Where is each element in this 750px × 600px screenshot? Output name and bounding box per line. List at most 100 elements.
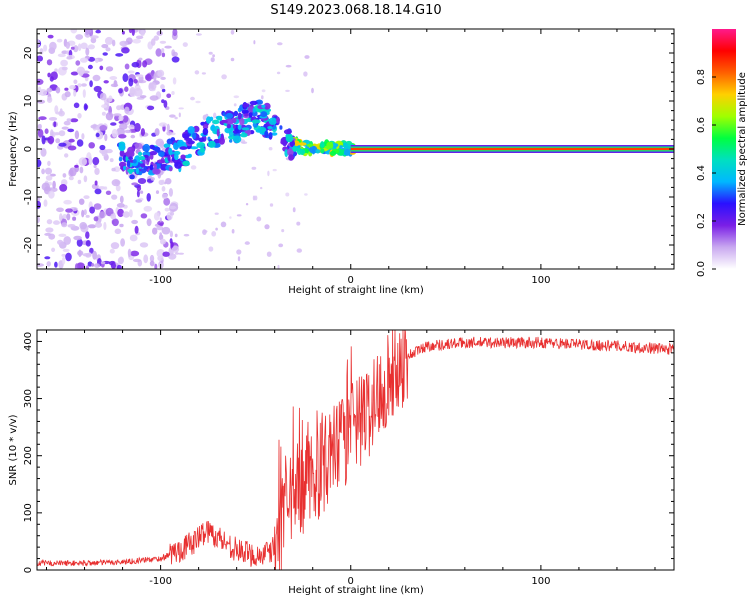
noise-blob — [74, 130, 80, 140]
noise-blob — [94, 263, 100, 268]
noise-blob — [43, 199, 48, 207]
tone-blob — [231, 117, 237, 124]
tone-blob — [218, 137, 225, 145]
noise-blob — [73, 89, 77, 97]
noise-blob — [41, 135, 46, 145]
noise-blob — [119, 123, 128, 130]
noise-blob — [79, 166, 84, 174]
noise-blob — [115, 53, 124, 57]
figure-title: S149.2023.068.18.14.G10 — [270, 3, 441, 18]
noise-blob — [161, 179, 165, 185]
noise-blob — [154, 128, 160, 136]
noise-blob — [55, 138, 61, 144]
tone-blob — [199, 147, 206, 153]
noise-blob — [164, 45, 172, 49]
y-tick-label: -10 — [23, 189, 34, 205]
noise-blob — [254, 195, 258, 201]
noise-blob — [90, 37, 97, 44]
noise-blob — [37, 200, 41, 209]
tone-blob — [242, 103, 250, 108]
noise-blob — [149, 260, 155, 267]
noise-blob — [129, 234, 138, 242]
noise-blob — [94, 167, 100, 175]
noise-blob — [285, 64, 292, 68]
tone-blob — [174, 153, 179, 161]
noise-blob — [147, 105, 155, 111]
noise-blob — [66, 118, 72, 122]
noise-blob — [73, 235, 82, 241]
noise-blob — [81, 209, 85, 218]
noise-blob — [57, 239, 64, 245]
noise-blob — [102, 52, 108, 56]
noise-blob — [303, 71, 308, 77]
noise-blob — [251, 166, 257, 170]
noise-blob — [81, 83, 87, 87]
tone-blob — [261, 104, 266, 109]
noise-blob — [130, 250, 140, 257]
noise-blob — [171, 245, 180, 253]
noise-blob — [85, 265, 89, 269]
tone-blob — [149, 151, 158, 156]
noise-blob — [139, 242, 149, 248]
noise-blob — [122, 73, 129, 82]
noise-blob — [241, 141, 248, 144]
tone-blob — [168, 147, 173, 155]
noise-blob — [127, 248, 132, 258]
noise-blob — [110, 213, 117, 220]
noise-blob — [150, 177, 155, 181]
noise-blob — [95, 58, 99, 64]
noise-blob — [140, 95, 147, 99]
noise-blob — [49, 173, 56, 177]
noise-blob — [276, 71, 281, 75]
noise-blob — [118, 256, 124, 264]
noise-blob — [105, 66, 114, 72]
noise-blob — [69, 167, 77, 177]
tone-blob — [125, 150, 135, 158]
noise-blob — [78, 157, 88, 166]
noise-blob — [114, 80, 118, 88]
noise-blob — [140, 29, 146, 36]
x-tick-label: 0 — [348, 275, 354, 286]
noise-blob — [138, 57, 143, 61]
noise-blob — [60, 59, 68, 67]
noise-blob — [64, 87, 69, 91]
tone-blob — [187, 153, 192, 158]
noise-blob — [128, 77, 134, 87]
noise-blob — [214, 212, 219, 215]
noise-blob — [43, 44, 48, 52]
noise-blob — [65, 208, 73, 213]
noise-blob — [233, 103, 237, 107]
noise-blob — [237, 256, 241, 262]
colorbar-tick-label: 0.0 — [696, 261, 707, 277]
noise-blob — [190, 165, 197, 170]
noise-blob — [87, 44, 95, 50]
noise-blob — [110, 262, 116, 269]
noise-blob — [117, 208, 124, 218]
snr-panel: -100 0 100 0 100 200 300 400 Height of straight… — [8, 329, 675, 596]
noise-blob — [135, 199, 143, 203]
noise-blob — [124, 86, 129, 92]
snr-ticks: -100 0 100 0 100 200 300 400 — [23, 329, 674, 587]
tone-blob — [156, 159, 166, 164]
noise-blob — [152, 227, 158, 235]
noise-blob — [156, 30, 163, 36]
colorbar-ticks: 0.0 0.2 0.4 0.6 0.8 — [696, 69, 716, 277]
noise-blob — [296, 221, 301, 226]
tone-blob — [137, 171, 143, 176]
noise-blob — [285, 89, 290, 92]
noise-blob — [175, 252, 179, 255]
tone-blob — [241, 109, 249, 115]
tone-blob — [187, 126, 195, 134]
noise-blob — [272, 168, 277, 172]
noise-blob — [105, 190, 112, 195]
noise-blob — [104, 36, 114, 45]
noise-blob — [253, 40, 256, 45]
tone-blob — [329, 150, 337, 156]
noise-blob — [119, 195, 124, 204]
noise-blob — [212, 54, 216, 58]
noise-blob — [58, 142, 67, 147]
noise-blob — [83, 209, 87, 216]
noise-blob — [168, 188, 173, 197]
noise-blob — [89, 206, 95, 214]
tone-blob — [216, 116, 222, 121]
